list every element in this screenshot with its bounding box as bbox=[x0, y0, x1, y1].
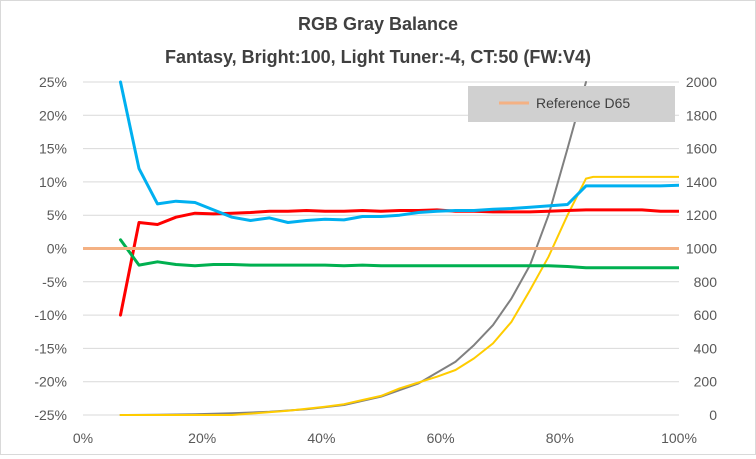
y-tick-label: -25% bbox=[34, 407, 67, 423]
y2-tick-label: 800 bbox=[694, 274, 718, 290]
y-tick-label: -15% bbox=[34, 340, 67, 356]
y2-tick-label: 600 bbox=[694, 307, 718, 323]
chart-subtitle: Fantasy, Bright:100, Light Tuner:-4, CT:… bbox=[165, 47, 591, 67]
y2-tick-label: 1000 bbox=[686, 241, 717, 257]
y-tick-label: 5% bbox=[47, 207, 67, 223]
series-line bbox=[119, 208, 679, 317]
series-line bbox=[119, 80, 679, 224]
x-tick-label: 0% bbox=[73, 430, 93, 446]
y-tick-label: 25% bbox=[39, 74, 67, 90]
y2-tick-label: 400 bbox=[694, 340, 718, 356]
chart-title: RGB Gray Balance bbox=[298, 14, 458, 34]
series-lines bbox=[83, 80, 679, 416]
y2-tick-label: 1200 bbox=[686, 207, 717, 223]
y2-tick-label: 1800 bbox=[686, 107, 717, 123]
y-tick-label: -5% bbox=[42, 274, 67, 290]
y2-tick-label: 0 bbox=[709, 407, 717, 423]
legend-label-reference-d65: Reference D65 bbox=[536, 95, 630, 111]
y-tick-label: 10% bbox=[39, 174, 67, 190]
series-line bbox=[119, 238, 679, 270]
y-tick-label: 0% bbox=[47, 241, 67, 257]
y-tick-label: 20% bbox=[39, 107, 67, 123]
y-tick-label: -10% bbox=[34, 307, 67, 323]
y-tick-label: 15% bbox=[39, 141, 67, 157]
x-tick-label: 80% bbox=[546, 430, 574, 446]
series-line bbox=[119, 175, 679, 416]
y2-tick-label: 200 bbox=[694, 374, 718, 390]
legend: Reference D65 bbox=[468, 86, 675, 122]
x-tick-label: 40% bbox=[307, 430, 335, 446]
y2-tick-label: 2000 bbox=[686, 74, 717, 90]
y2-tick-label: 1400 bbox=[686, 174, 717, 190]
axis-labels: 25%20%15%10%5%0%-5%-10%-15%-20%-25%20001… bbox=[34, 74, 717, 446]
x-tick-label: 60% bbox=[427, 430, 455, 446]
y-tick-label: -20% bbox=[34, 374, 67, 390]
x-tick-label: 20% bbox=[188, 430, 216, 446]
x-tick-label: 100% bbox=[661, 430, 697, 446]
y2-tick-label: 1600 bbox=[686, 141, 717, 157]
